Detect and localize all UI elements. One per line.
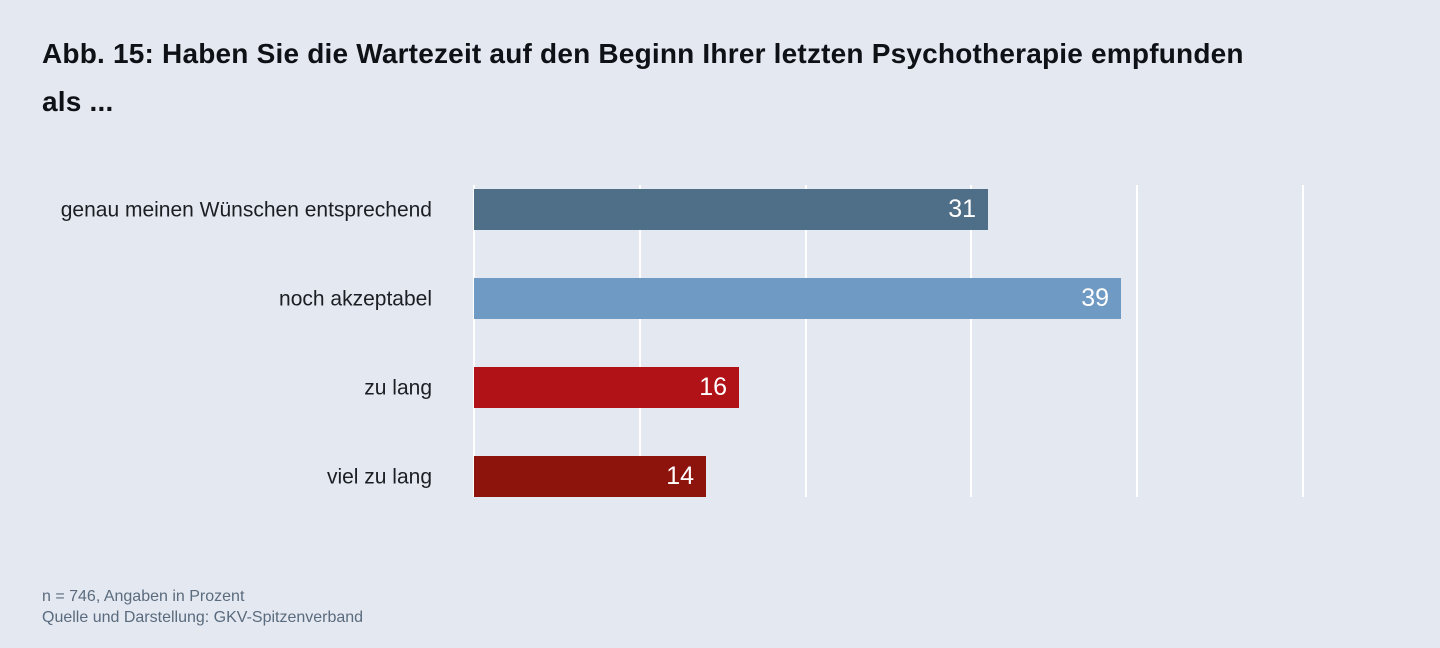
bar: 16 [474,367,739,408]
category-label: viel zu lang [326,465,432,489]
gridline [970,185,972,497]
bar-value-label: 31 [948,195,976,223]
category-label: zu lang [364,376,432,400]
category-label: genau meinen Wünschen entsprechend [60,198,432,222]
bar-value-label: 16 [699,373,727,401]
bar: 31 [474,189,988,230]
gridline [473,185,475,497]
bar: 39 [474,278,1121,319]
bar-value-label: 39 [1081,284,1109,312]
gridline [805,185,807,497]
source-note: Quelle und Darstellung: GKV-Spitzenverba… [42,609,364,626]
sample-size-note: n = 746, Angaben in Prozent [42,588,245,605]
category-label: noch akzeptabel [279,287,432,311]
chart-footnote: n = 746, Angaben in Prozent Quelle und D… [42,586,363,628]
gridline [1302,185,1304,497]
gridline [639,185,641,497]
category-labels: genau meinen Wünschen entsprechend noch a… [0,0,432,648]
chart-title: Abb. 15: Haben Sie die Wartezeit auf den… [42,38,1244,117]
bar-value-label: 14 [666,462,694,490]
gridline [1136,185,1138,497]
bar: 14 [474,456,706,497]
plot-area: 31 39 16 14 [473,185,1404,497]
